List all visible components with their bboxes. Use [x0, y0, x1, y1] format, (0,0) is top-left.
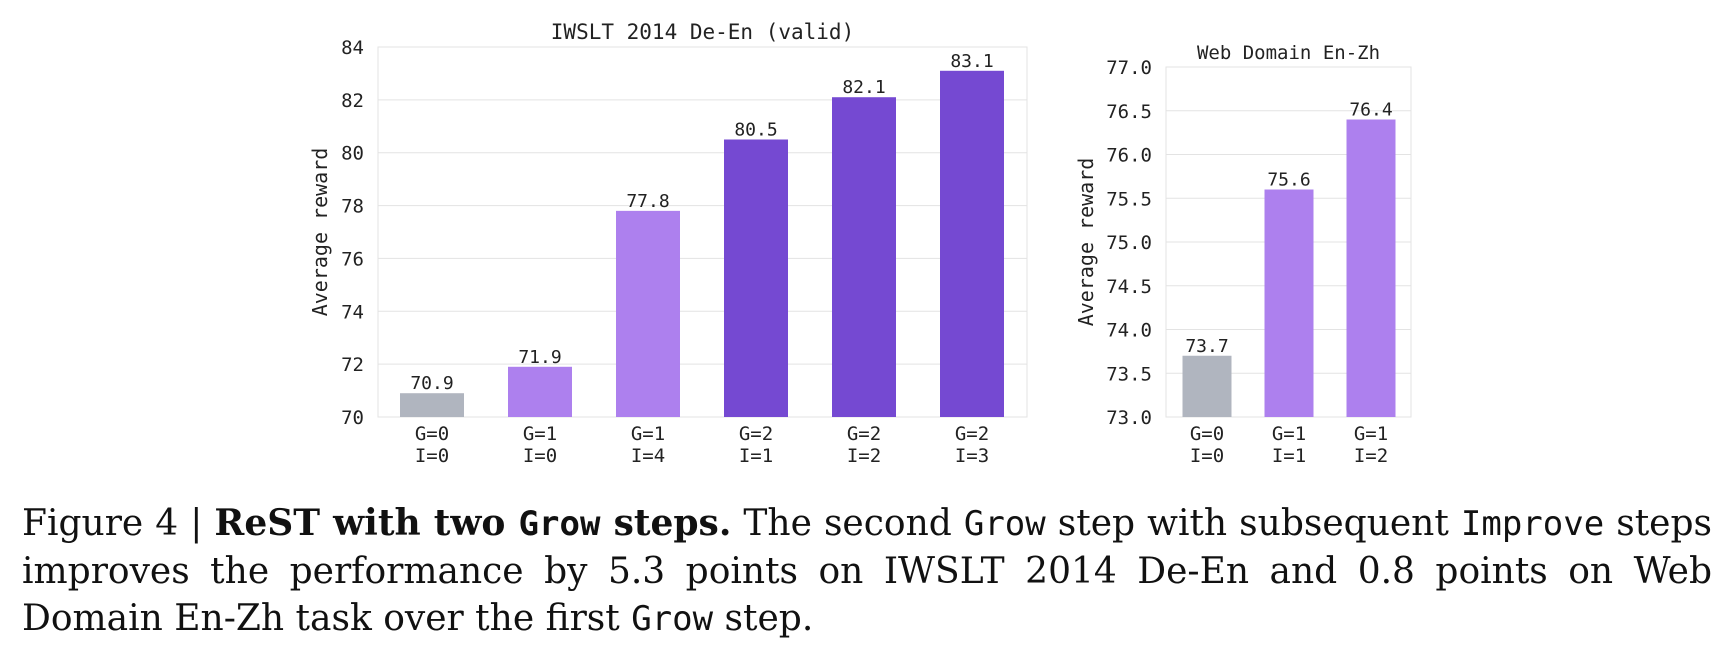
bar	[616, 210, 680, 417]
y-tick-label: 84	[341, 37, 364, 59]
bar-value-label: 77.8	[626, 191, 669, 212]
x-tick-label: G=1	[1272, 423, 1306, 445]
bar-value-label: 76.4	[1349, 100, 1392, 121]
y-tick-label: 74	[341, 301, 364, 323]
y-tick-label: 76.5	[1106, 101, 1152, 123]
x-tick-label: I=2	[1354, 445, 1388, 467]
bar-value-label: 83.1	[950, 51, 993, 72]
x-tick-label: G=1	[1354, 423, 1388, 445]
caption-figure-label: Figure 4 |	[22, 503, 215, 544]
caption-bold-part: ReST with two	[214, 502, 519, 544]
x-tick-label: I=4	[631, 445, 665, 467]
x-tick-label: G=0	[415, 423, 449, 445]
x-tick-label: G=0	[1190, 423, 1224, 445]
y-tick-label: 76.0	[1106, 145, 1152, 167]
y-tick-label: 77.0	[1106, 57, 1152, 79]
chart-title: IWSLT 2014 De-En (valid)	[551, 20, 854, 44]
x-tick-label: G=2	[847, 423, 881, 445]
bar	[508, 366, 572, 417]
y-tick-label: 75.0	[1106, 232, 1152, 254]
x-tick-label: I=0	[523, 445, 557, 467]
x-tick-label: I=0	[1190, 445, 1224, 467]
x-tick-label: I=3	[955, 445, 989, 467]
y-tick-label: 78	[341, 196, 364, 218]
caption-text: The second	[731, 503, 964, 544]
y-axis-title: Average reward	[1074, 158, 1098, 327]
caption-text: step.	[713, 598, 814, 639]
bar	[832, 97, 896, 417]
y-tick-label: 74.0	[1106, 320, 1152, 342]
caption-code: Grow	[963, 504, 1046, 544]
caption-code: Grow	[631, 599, 714, 639]
bar	[940, 70, 1004, 418]
bar-value-label: 70.9	[410, 373, 453, 394]
plot-frame	[377, 46, 1028, 418]
bar	[1346, 119, 1396, 417]
caption-bold-title: ReST with two Grow steps.	[214, 502, 731, 544]
y-tick-label: 70	[341, 407, 364, 429]
chart-title: Web Domain En-Zh	[1197, 42, 1380, 64]
caption-text: steps improves the performance by 5.3 po…	[22, 503, 1713, 639]
x-tick-label: G=1	[631, 423, 665, 445]
y-tick-label: 74.5	[1106, 276, 1152, 298]
caption-bold-code: Grow	[518, 504, 601, 544]
bar	[400, 393, 464, 417]
y-tick-label: 72	[341, 354, 364, 376]
x-tick-label: G=1	[523, 423, 557, 445]
y-axis-title: Average reward	[308, 148, 332, 317]
bar-value-label: 82.1	[842, 77, 885, 98]
x-tick-label: I=2	[847, 445, 881, 467]
y-tick-label: 80	[341, 143, 364, 165]
y-tick-label: 73.5	[1106, 363, 1152, 385]
bar	[724, 139, 788, 417]
y-tick-label: 75.5	[1106, 188, 1152, 210]
x-tick-label: I=1	[1272, 445, 1306, 467]
y-tick-label: 82	[341, 90, 364, 112]
y-tick-label: 76	[341, 248, 364, 270]
web-domain-chart: 73.0 73.5 74.0 74.5 75.0 75.5 76.0 76.5 77.0 Web …	[1074, 42, 1412, 467]
caption-text: step with subsequent	[1045, 503, 1461, 544]
caption-bold-part: steps.	[600, 502, 732, 544]
bar	[1182, 355, 1232, 417]
x-tick-label: I=0	[415, 445, 449, 467]
y-tick-label: 73.0	[1106, 407, 1152, 429]
caption-code: Improve	[1460, 504, 1605, 544]
x-tick-label: I=1	[739, 445, 773, 467]
x-tick-label: G=2	[739, 423, 773, 445]
x-tick-label: G=2	[955, 423, 989, 445]
bar-value-label: 73.7	[1185, 336, 1228, 357]
figure-caption: Figure 4 | ReST with two Grow steps. The…	[22, 500, 1712, 643]
bar-value-label: 75.6	[1267, 170, 1310, 191]
bar-value-label: 71.9	[518, 347, 561, 368]
iwslt-chart: 70 72 74 76 78 80 82 84 IWSLT 2014 De-En (valid)…	[308, 20, 1028, 467]
figure: 70 72 74 76 78 80 82 84 IWSLT 2014 De-En (valid)…	[308, 20, 1412, 467]
bar-value-label: 80.5	[734, 120, 777, 141]
bar	[1264, 189, 1314, 417]
